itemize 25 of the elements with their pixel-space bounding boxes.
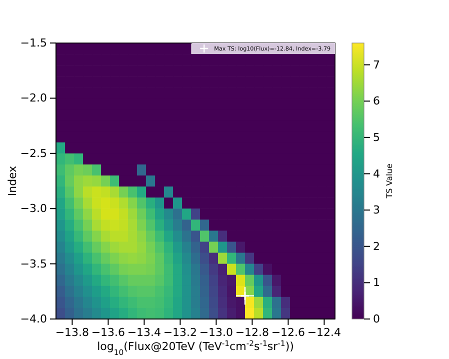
color-bar-label: 4: [373, 167, 380, 180]
x-tick-label: −13.2: [163, 326, 198, 339]
y-tick-label: −1.5: [20, 36, 47, 50]
y-axis-title: Index: [6, 165, 19, 196]
color-bar-label: 6: [373, 94, 380, 108]
color-bar-label: 7: [373, 58, 380, 72]
x-tick-label: −12.4: [307, 326, 342, 339]
y-tick-label: −3.0: [20, 202, 47, 216]
color-bar-label: 5: [373, 130, 380, 144]
x-tick-label: −12.8: [235, 326, 270, 339]
y-tick-label: −2.5: [20, 146, 47, 160]
color-bar-label: 3: [373, 204, 380, 217]
x-tick-label: −13.0: [199, 326, 234, 339]
y-tick-label: −3.5: [20, 257, 47, 270]
x-tick-label: −13.4: [127, 326, 162, 339]
color-bar-label: 1: [373, 276, 380, 290]
y-tick-label: −2.0: [20, 92, 47, 105]
x-tick-label: −13.8: [55, 326, 90, 339]
color-bar-label: 0: [373, 312, 380, 326]
text: log$_{10}$(Flux@20TeV (TeV$^{-1}$cm$^{-2}$s$^{-1}$sr$^{-1}$)): [97, 338, 294, 356]
color-bar-label: 2: [373, 240, 380, 253]
x-tick-label: −13.6: [91, 326, 126, 339]
y-tick-label: −4.0: [20, 312, 47, 326]
x-tick-label: −12.6: [271, 326, 306, 339]
color-bar-title: TS Value: [385, 164, 394, 200]
